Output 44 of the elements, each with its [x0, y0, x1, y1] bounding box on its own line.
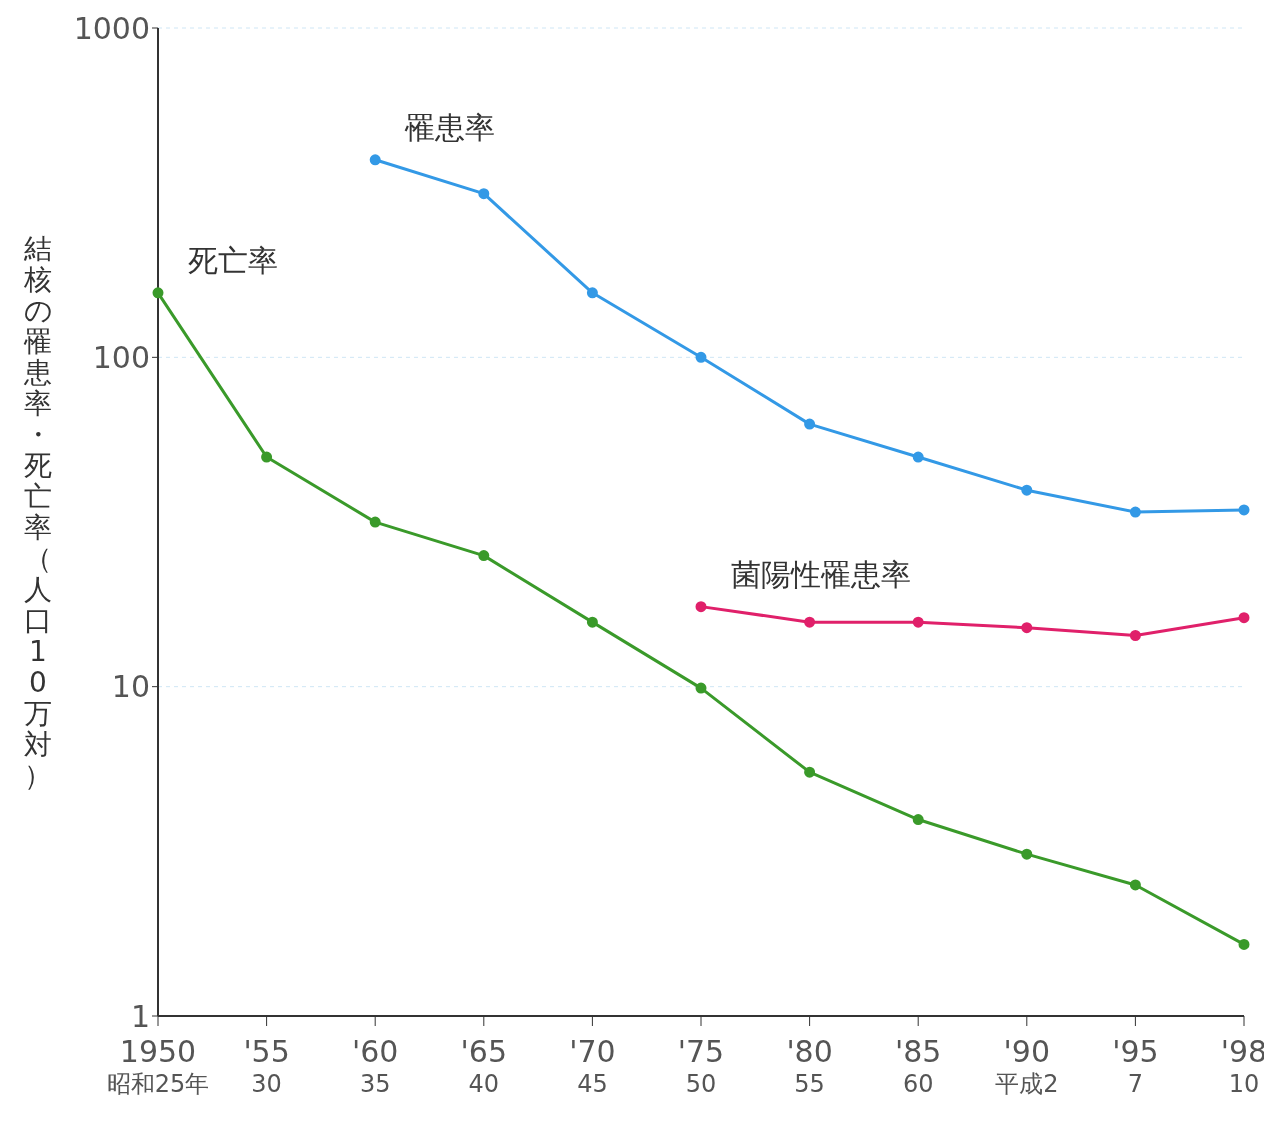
point [152, 287, 164, 299]
point [1129, 630, 1141, 642]
x-tick-label: '75 50 [677, 1034, 725, 1098]
x-tick-label: '90 平成2 [995, 1034, 1059, 1098]
point [695, 601, 707, 613]
point [1021, 484, 1033, 496]
point [695, 682, 707, 694]
point [912, 451, 924, 463]
series-label: 罹患率 [404, 109, 496, 145]
point [261, 451, 273, 463]
series-label: 菌陽性罹患率 [731, 556, 911, 592]
point [1238, 938, 1250, 950]
point [586, 616, 598, 628]
point [804, 766, 816, 778]
point [478, 188, 490, 200]
text: 結核の罹患率・死亡率（人口10万対） [23, 232, 53, 792]
y-tick-label: 1 [130, 998, 150, 1034]
series-label: 死亡率 [188, 242, 278, 278]
x-tick-label: '55 30 [243, 1034, 290, 1098]
point [1129, 879, 1141, 891]
x-tick-label: '95 7 [1112, 1034, 1159, 1098]
x-tick-label: '70 45 [569, 1034, 616, 1098]
point [1021, 848, 1033, 860]
point [1238, 504, 1250, 516]
point [369, 516, 381, 528]
point [804, 616, 816, 628]
y-tick-label: 10 [111, 669, 150, 705]
y-tick-label: 1000 [73, 10, 150, 46]
point [1238, 612, 1250, 624]
x-tick-label: '65 40 [460, 1034, 508, 1098]
point [478, 550, 490, 562]
point [695, 351, 707, 363]
x-tick-label: 1950 昭和25年 [106, 1034, 210, 1098]
point [369, 154, 381, 166]
point [586, 287, 598, 299]
x-tick-label: '60 35 [351, 1034, 399, 1098]
point [1129, 506, 1141, 518]
point [912, 814, 924, 826]
y-tick-label: 100 [92, 339, 150, 375]
point [912, 616, 924, 628]
point [804, 418, 816, 430]
point [1021, 622, 1033, 634]
x-tick-label: '85 60 [894, 1034, 942, 1098]
x-tick-label: '80 55 [786, 1034, 833, 1098]
